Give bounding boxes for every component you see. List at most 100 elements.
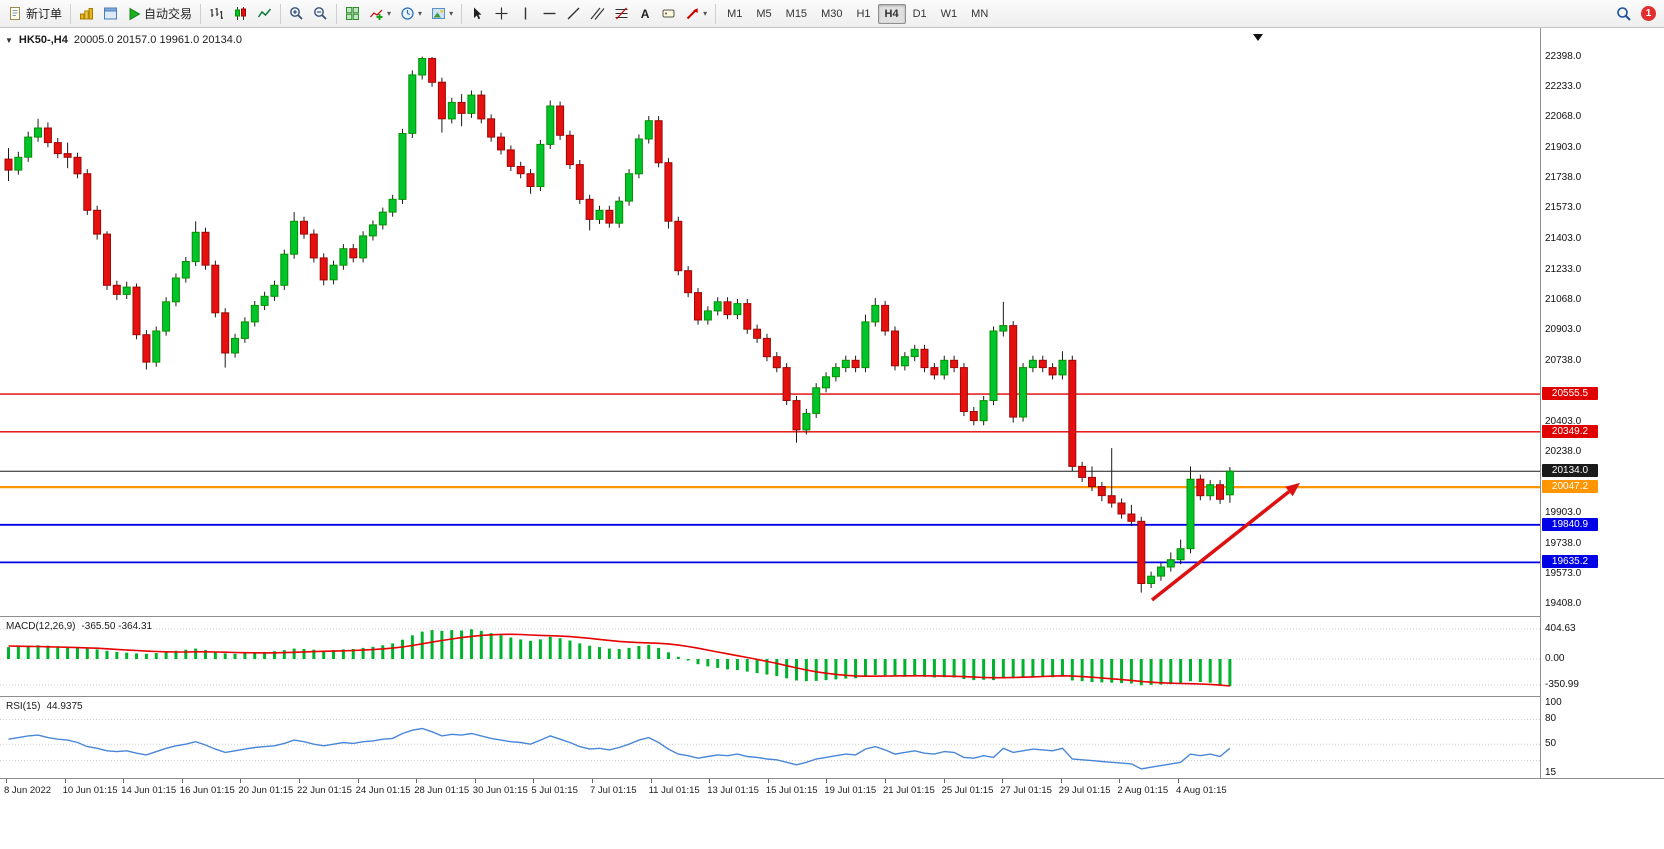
quick-trade-expander[interactable]: ▼ [5,35,13,45]
toolbar-separator [461,3,463,24]
timeframe-M30[interactable]: M30 [814,4,849,24]
time-axis-tick [943,779,945,783]
time-axis-label: 15 Jul 01:15 [765,785,818,796]
market-watch-button[interactable] [75,3,98,25]
trend-arrow[interactable] [1150,490,1291,602]
label-tool-button[interactable] [657,3,680,25]
candle [989,326,998,406]
time-axis-tick [64,779,66,783]
rsi-title: RSI(15) [6,701,41,712]
price-axis-label: 21738.0 [1545,171,1582,183]
navigator-button[interactable] [99,3,122,25]
text-tool-button[interactable]: A [634,3,656,25]
time-axis-tick [592,779,593,783]
vertical-line-tool-button[interactable] [514,3,537,25]
time-axis-label: 4 Aug 01:15 [1176,785,1227,796]
panel-separator[interactable] [0,616,1664,617]
candlestick-chart-button[interactable] [229,3,252,25]
toolbar-separator [336,3,338,24]
time-axis-tick [181,779,183,783]
indicators-button[interactable]: ▾ [365,3,395,25]
crosshair-tool-button[interactable] [490,3,513,25]
time-axis-label: 11 Jul 01:15 [648,785,700,796]
search-button[interactable] [1612,3,1636,25]
time-axis: 8 Jun 2022 10 Jun 01:15 14 Jun 01:15 16 Jun… [0,779,1664,801]
zoom-in-button[interactable] [285,3,308,25]
bar-chart-button[interactable] [205,3,228,25]
timeframe-W1[interactable]: W1 [934,4,965,24]
macd-axis-label: 0.00 [1545,653,1565,664]
chevron-down-icon: ▾ [387,8,392,18]
candle [112,280,121,300]
periods-button[interactable]: ▾ [396,3,426,25]
candle [122,281,131,299]
candle [309,229,318,263]
macd-label: MACD(12,26,9) -365.50 -364.31 [6,621,152,632]
candle [1225,467,1234,503]
autotrading-button[interactable]: 自动交易 [123,3,196,25]
candle [319,253,328,286]
candle-marker[interactable] [1253,34,1263,41]
templates-button[interactable]: ▾ [427,3,457,25]
candle [1058,351,1067,380]
candle [132,283,141,340]
rsi-value: 44.9375 [46,701,83,712]
candle [831,363,840,382]
candle [1097,482,1106,502]
time-axis-tick [533,779,535,783]
candle [1028,355,1037,373]
tile-windows-button[interactable] [341,3,364,25]
candle [694,288,702,325]
candlestick-chart[interactable] [0,28,1540,617]
zoom-out-button[interactable] [309,3,332,25]
candle [1088,466,1096,492]
timeframe-H1[interactable]: H1 [849,4,877,24]
new-order-icon [10,7,20,20]
toolbar-separator [200,3,202,24]
horizontal-line-tool-button[interactable] [538,3,561,25]
time-axis-label: 5 Jul 01:15 [531,785,578,796]
candle [1038,355,1047,373]
cursor-tool-button[interactable] [466,3,489,25]
candle [447,97,456,124]
candle [290,212,299,259]
candle [1147,571,1156,589]
price-axis: 22398.0 22233.0 22068.0 21903.0 21738.0 21573… [1540,28,1664,779]
candle [14,151,23,175]
fibonacci-tool-button[interactable] [610,3,633,25]
timeframe-M5[interactable]: M5 [749,4,778,24]
timeframe-D1[interactable]: D1 [906,4,934,24]
trendline-tool-button[interactable] [562,3,585,25]
price-axis-label: 21903.0 [1545,141,1582,153]
channel-tool-button[interactable] [586,3,609,25]
time-axis-tick [1060,779,1062,783]
notification-badge[interactable]: 1 [1641,6,1656,21]
new-order-label: 新订单 [26,7,63,21]
timeframe-M15[interactable]: M15 [779,4,814,24]
candle [1078,461,1087,482]
candle [368,220,377,241]
candle [930,363,939,380]
arrows-tool-button[interactable]: ▾ [681,3,711,25]
toolbar-separator [715,3,717,24]
candle [585,194,594,231]
candle [1206,480,1215,501]
cursor-icon [474,7,482,20]
price-tag: 20134.0 [1542,464,1598,478]
candle [546,100,555,149]
candle [841,355,850,373]
new-order-button[interactable]: 新订单 [4,3,66,25]
price-tag: 20349.2 [1542,424,1598,438]
channel-icon [590,7,605,20]
timeframe-M1[interactable]: M1 [720,4,749,24]
timeframe-H4[interactable]: H4 [877,3,906,24]
macd-values: -365.50 -364.31 [81,621,153,632]
panel-separator[interactable] [0,696,1664,697]
timeframe-MN[interactable]: MN [964,4,995,24]
line-chart-button[interactable] [253,3,276,25]
candle [812,383,821,418]
time-axis-label: 28 Jun 01:15 [414,785,470,796]
rsi-axis-label: 50 [1545,738,1557,750]
candle [477,90,486,124]
candle [822,372,830,393]
